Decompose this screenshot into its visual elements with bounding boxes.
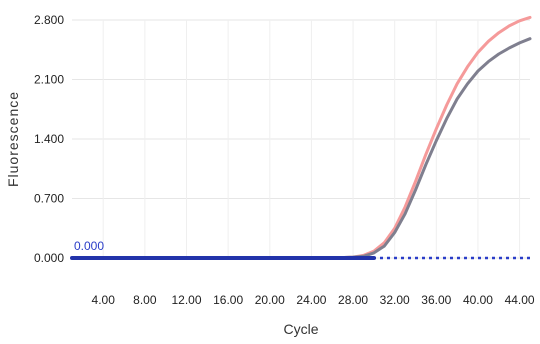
grid-lines <box>72 19 530 259</box>
y-tick-label-4: 2.800 <box>34 13 64 27</box>
x-tick-label-10: 44.00 <box>505 293 535 307</box>
x-tick-label-5: 24.00 <box>296 293 326 307</box>
x-tick-label-6: 28.00 <box>338 293 368 307</box>
x-tick-label-3: 16.00 <box>213 293 243 307</box>
x-tick-label-1: 8.00 <box>133 293 157 307</box>
y-tick-label-2: 1.400 <box>34 132 64 146</box>
y-tick-label-1: 0.700 <box>34 192 64 206</box>
y-tick-label-0: 0.000 <box>34 251 64 265</box>
x-tick-label-4: 20.00 <box>255 293 285 307</box>
y-tick-label-3: 2.100 <box>34 73 64 87</box>
x-tick-label-0: 4.00 <box>92 293 116 307</box>
x-tick-labels: 4.00 8.00 12.00 16.00 20.00 24.00 28.00 32.00 36… <box>92 293 535 307</box>
series-line-0 <box>70 15 532 260</box>
x-axis-title: Cycle <box>283 321 318 337</box>
x-tick-label-9: 40.00 <box>463 293 493 307</box>
threshold-label: 0.000 <box>74 239 104 253</box>
x-tick-label-7: 32.00 <box>380 293 410 307</box>
x-tick-label-8: 36.00 <box>421 293 451 307</box>
x-tick-label-2: 12.00 <box>171 293 201 307</box>
y-axis-title: Fluorescence <box>5 91 21 187</box>
y-tick-labels: 0.000 0.700 1.400 2.100 2.800 <box>34 13 64 265</box>
series-lines <box>70 15 532 260</box>
series-line-1 <box>70 37 532 260</box>
